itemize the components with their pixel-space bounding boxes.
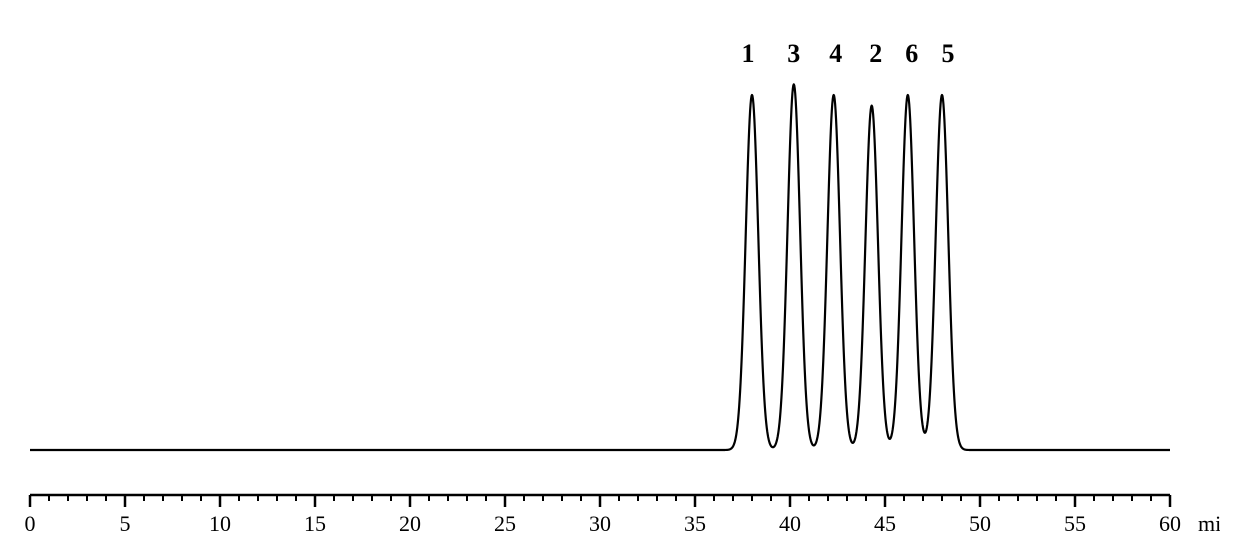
x-tick-label: 55 bbox=[1064, 511, 1086, 536]
x-tick-label: 5 bbox=[120, 511, 131, 536]
x-tick-label: 40 bbox=[779, 511, 801, 536]
peak-label: 3 bbox=[787, 39, 800, 68]
peak-label: 6 bbox=[905, 39, 918, 68]
chromatogram-figure: 134265051015202530354045505560min bbox=[20, 20, 1220, 536]
peak-label: 1 bbox=[742, 39, 755, 68]
x-tick-label: 25 bbox=[494, 511, 516, 536]
x-tick-label: 20 bbox=[399, 511, 421, 536]
x-tick-label: 60 bbox=[1159, 511, 1181, 536]
x-axis-unit-label: min bbox=[1198, 511, 1220, 536]
chromatogram-svg: 134265051015202530354045505560min bbox=[20, 20, 1220, 536]
x-tick-label: 0 bbox=[25, 511, 36, 536]
x-tick-label: 30 bbox=[589, 511, 611, 536]
peak-label: 4 bbox=[829, 39, 842, 68]
x-tick-label: 10 bbox=[209, 511, 231, 536]
x-tick-label: 45 bbox=[874, 511, 896, 536]
x-tick-label: 35 bbox=[684, 511, 706, 536]
chromatogram-trace bbox=[30, 84, 1170, 450]
peak-label: 2 bbox=[869, 39, 882, 68]
x-tick-label: 15 bbox=[304, 511, 326, 536]
x-tick-label: 50 bbox=[969, 511, 991, 536]
peak-label: 5 bbox=[942, 39, 955, 68]
